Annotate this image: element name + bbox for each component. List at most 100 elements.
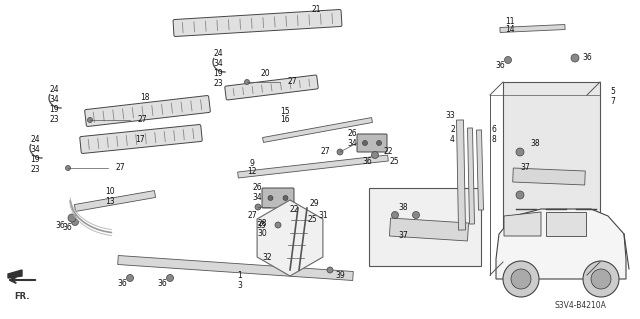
Text: 24: 24 bbox=[49, 85, 59, 94]
Circle shape bbox=[504, 56, 511, 63]
Text: 38: 38 bbox=[530, 138, 540, 147]
Text: 4: 4 bbox=[450, 136, 455, 145]
Text: 19: 19 bbox=[213, 70, 223, 78]
Text: 20: 20 bbox=[260, 69, 270, 78]
Circle shape bbox=[516, 191, 524, 199]
Circle shape bbox=[127, 275, 134, 281]
Text: 25: 25 bbox=[307, 216, 317, 225]
FancyBboxPatch shape bbox=[225, 75, 318, 100]
Circle shape bbox=[88, 117, 93, 122]
Text: 36: 36 bbox=[582, 54, 592, 63]
Polygon shape bbox=[513, 168, 586, 185]
FancyBboxPatch shape bbox=[369, 188, 481, 266]
Text: 12: 12 bbox=[247, 167, 257, 176]
Text: 23: 23 bbox=[30, 166, 40, 174]
Circle shape bbox=[362, 140, 367, 145]
Circle shape bbox=[268, 196, 273, 201]
FancyBboxPatch shape bbox=[173, 10, 342, 36]
Text: 36: 36 bbox=[157, 279, 167, 288]
Text: 32: 32 bbox=[262, 253, 272, 262]
Text: 9: 9 bbox=[250, 160, 255, 168]
Circle shape bbox=[392, 211, 399, 219]
Circle shape bbox=[255, 204, 261, 210]
FancyBboxPatch shape bbox=[357, 134, 387, 152]
Text: 14: 14 bbox=[505, 26, 515, 34]
Polygon shape bbox=[467, 128, 474, 224]
Circle shape bbox=[244, 79, 250, 85]
Polygon shape bbox=[257, 200, 323, 276]
Text: 1: 1 bbox=[237, 271, 243, 279]
Circle shape bbox=[65, 166, 70, 170]
Text: 21: 21 bbox=[311, 5, 321, 14]
Text: 6: 6 bbox=[492, 125, 497, 135]
Text: 36: 36 bbox=[495, 62, 505, 70]
FancyBboxPatch shape bbox=[262, 188, 294, 208]
Text: 38: 38 bbox=[398, 204, 408, 212]
Text: 18: 18 bbox=[140, 93, 150, 101]
Text: 33: 33 bbox=[445, 110, 455, 120]
Text: 27: 27 bbox=[138, 115, 148, 124]
Circle shape bbox=[72, 219, 79, 226]
Text: 24: 24 bbox=[30, 136, 40, 145]
Text: FR.: FR. bbox=[14, 292, 29, 301]
Circle shape bbox=[275, 222, 281, 228]
Text: 37: 37 bbox=[520, 164, 530, 173]
Text: 23: 23 bbox=[49, 115, 59, 124]
Text: 34: 34 bbox=[30, 145, 40, 154]
Text: 13: 13 bbox=[105, 197, 115, 206]
Text: 34: 34 bbox=[213, 60, 223, 69]
Text: 22: 22 bbox=[290, 205, 300, 214]
Text: 37: 37 bbox=[398, 232, 408, 241]
Polygon shape bbox=[500, 25, 565, 33]
Text: 29: 29 bbox=[310, 198, 319, 207]
Text: 36: 36 bbox=[62, 224, 72, 233]
Text: 31: 31 bbox=[318, 211, 328, 219]
Text: 24: 24 bbox=[213, 49, 223, 58]
Text: 15: 15 bbox=[280, 108, 290, 116]
Polygon shape bbox=[237, 155, 388, 178]
Polygon shape bbox=[74, 190, 156, 211]
Text: 39: 39 bbox=[335, 271, 345, 279]
Text: 27: 27 bbox=[321, 147, 330, 157]
Text: 34: 34 bbox=[252, 192, 262, 202]
Circle shape bbox=[583, 261, 619, 297]
Text: 26: 26 bbox=[348, 129, 357, 137]
Polygon shape bbox=[496, 209, 626, 279]
FancyBboxPatch shape bbox=[84, 95, 211, 126]
Text: 36: 36 bbox=[55, 220, 65, 229]
Text: 16: 16 bbox=[280, 115, 290, 124]
Text: 36: 36 bbox=[362, 157, 372, 166]
Circle shape bbox=[591, 269, 611, 289]
Circle shape bbox=[413, 211, 419, 219]
Text: 25: 25 bbox=[390, 158, 399, 167]
Text: 3: 3 bbox=[237, 280, 243, 290]
Circle shape bbox=[283, 196, 288, 201]
Text: 28: 28 bbox=[257, 219, 267, 227]
Circle shape bbox=[166, 275, 173, 281]
Text: 19: 19 bbox=[49, 106, 59, 115]
Text: 27: 27 bbox=[247, 211, 257, 219]
Polygon shape bbox=[477, 130, 483, 210]
Circle shape bbox=[516, 148, 524, 156]
Text: S3V4-B4210A: S3V4-B4210A bbox=[554, 300, 606, 309]
Circle shape bbox=[503, 261, 539, 297]
Text: 8: 8 bbox=[492, 136, 497, 145]
Text: 22: 22 bbox=[384, 147, 394, 157]
Polygon shape bbox=[504, 212, 541, 236]
Circle shape bbox=[327, 267, 333, 273]
FancyBboxPatch shape bbox=[503, 82, 600, 262]
Text: 26: 26 bbox=[252, 183, 262, 192]
Circle shape bbox=[376, 140, 381, 145]
Circle shape bbox=[337, 149, 343, 155]
Text: 17: 17 bbox=[135, 136, 145, 145]
Text: 23: 23 bbox=[213, 79, 223, 88]
Polygon shape bbox=[546, 212, 586, 236]
Circle shape bbox=[571, 54, 579, 62]
FancyBboxPatch shape bbox=[80, 124, 202, 153]
Polygon shape bbox=[389, 218, 468, 241]
Text: 30: 30 bbox=[257, 228, 267, 238]
Circle shape bbox=[68, 214, 76, 222]
Text: 27: 27 bbox=[116, 164, 125, 173]
Polygon shape bbox=[262, 117, 372, 143]
Text: 10: 10 bbox=[105, 188, 115, 197]
